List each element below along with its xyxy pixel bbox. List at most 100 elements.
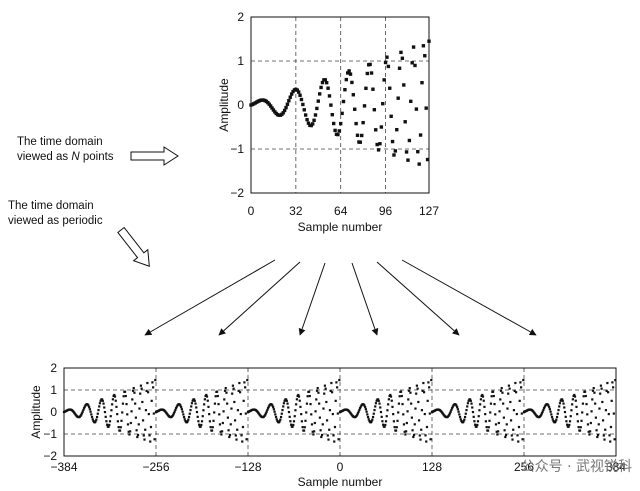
data-point [383, 425, 386, 428]
data-point [557, 408, 560, 412]
data-point [406, 158, 410, 162]
data-point [556, 412, 559, 415]
data-point [83, 405, 86, 408]
data-point [152, 386, 155, 389]
data-point [299, 97, 304, 102]
data-point [422, 381, 425, 385]
data-point [502, 402, 505, 405]
data-point [499, 389, 503, 392]
data-point [517, 425, 521, 429]
data-point [298, 93, 302, 97]
data-point [286, 402, 289, 405]
data-point [327, 438, 330, 441]
x-tick-label: 0 [337, 460, 344, 474]
data-point [384, 423, 387, 427]
data-point [521, 438, 524, 441]
data-point [402, 423, 406, 426]
data-point [187, 418, 190, 421]
data-point [464, 412, 467, 415]
data-point [381, 420, 384, 423]
data-point [570, 409, 573, 412]
data-point [130, 410, 133, 413]
x-tick-label: −256 [142, 460, 169, 474]
data-point [129, 421, 132, 425]
data-point [348, 72, 353, 76]
data-point [389, 114, 393, 118]
data-point [182, 413, 185, 416]
data-point [456, 406, 459, 409]
data-point [106, 423, 109, 426]
data-point [236, 409, 240, 412]
data-point [421, 44, 426, 48]
data-point [470, 402, 473, 405]
data-point [555, 415, 559, 419]
y-tick-label: −2 [230, 186, 244, 200]
data-point [328, 428, 331, 431]
data-point [539, 414, 542, 417]
data-point [412, 435, 415, 439]
data-point [451, 405, 454, 408]
data-point [492, 394, 495, 398]
data-point [143, 438, 146, 441]
x-tick-label: 127 [419, 204, 439, 218]
data-point [218, 423, 222, 426]
data-point [141, 419, 145, 422]
data-point [392, 420, 396, 423]
data-point [397, 66, 402, 70]
data-point [319, 85, 323, 90]
data-point [91, 418, 94, 421]
data-point [369, 71, 374, 75]
data-point [284, 398, 288, 401]
data-point [592, 386, 595, 390]
data-point [396, 96, 400, 100]
data-point [493, 403, 496, 406]
data-point [415, 384, 419, 387]
data-point [200, 423, 203, 427]
data-point [351, 93, 356, 97]
data-point [111, 403, 114, 406]
data-point [385, 55, 389, 59]
data-point [228, 435, 231, 439]
data-point [113, 393, 116, 397]
data-point [448, 412, 452, 415]
data-point [611, 381, 614, 384]
data-point [456, 408, 459, 411]
data-point [551, 418, 554, 421]
data-point [193, 399, 196, 402]
data-point [303, 113, 308, 117]
data-point [333, 128, 337, 133]
data-point [602, 434, 605, 437]
data-point [417, 400, 420, 404]
data-point [412, 433, 416, 437]
data-point [413, 423, 416, 426]
data-point [245, 438, 248, 441]
data-point [80, 413, 83, 416]
data-point [205, 393, 208, 397]
data-point [328, 409, 332, 412]
data-point [408, 386, 411, 390]
data-point [287, 406, 290, 409]
data-point [475, 425, 478, 428]
data-point [397, 411, 400, 414]
data-point [392, 153, 396, 157]
data-point [395, 426, 398, 429]
data-point [485, 426, 488, 429]
data-point [561, 399, 564, 402]
top-x-axis-label: Sample number [298, 220, 383, 234]
data-point [233, 400, 236, 404]
data-point [467, 399, 470, 402]
data-point [302, 429, 306, 432]
data-point [599, 392, 602, 395]
data-point [379, 406, 382, 409]
data-point [569, 415, 572, 418]
data-point [565, 420, 568, 423]
data-point [341, 99, 346, 104]
data-point [200, 420, 204, 423]
data-point [113, 395, 117, 398]
data-point [520, 386, 523, 389]
data-point [483, 405, 486, 408]
data-point [98, 402, 102, 405]
data-point [94, 420, 97, 423]
data-point [594, 402, 597, 405]
x-tick-label: −128 [234, 460, 261, 474]
